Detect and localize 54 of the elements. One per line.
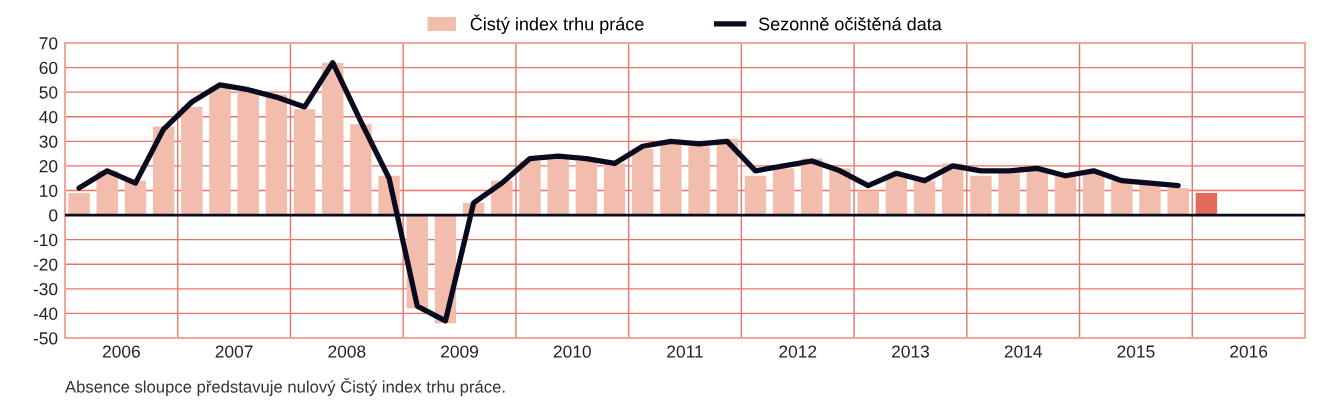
y-tick-label: 10	[40, 184, 58, 197]
bar	[1054, 175, 1077, 216]
x-tick-label: 2009	[441, 345, 479, 358]
y-tick-label: 60	[39, 61, 58, 75]
y-tick-label: 50	[39, 86, 58, 99]
bar	[970, 175, 992, 216]
legend-label: Sezonně očištěná data	[758, 16, 942, 31]
bar	[660, 143, 682, 216]
y-tick-label: -30	[33, 283, 58, 296]
x-tick-label: 2008	[328, 345, 366, 358]
x-tick-label: 2007	[215, 345, 253, 358]
y-tick-label: 30	[39, 135, 58, 148]
bar	[1167, 188, 1189, 216]
x-tick-label: 2016	[1230, 345, 1268, 358]
bar	[913, 180, 936, 216]
bar	[632, 148, 654, 216]
bar	[237, 92, 259, 216]
bar	[688, 146, 710, 216]
bar	[293, 109, 316, 216]
x-tick-label: 2015	[1117, 345, 1155, 358]
y-tick-label: 20	[39, 160, 58, 173]
y-tick-label: -10	[33, 233, 58, 247]
bar	[744, 175, 767, 216]
y-tick-label: 0	[49, 209, 58, 222]
x-tick-label: 2011	[667, 345, 703, 358]
bar	[209, 87, 231, 216]
bar	[603, 163, 626, 216]
bar	[181, 106, 203, 216]
x-tick-label: 2006	[102, 345, 140, 358]
bar	[998, 173, 1020, 216]
y-tick-label: 40	[39, 110, 58, 124]
x-tick-label: 2012	[779, 345, 817, 358]
bar	[772, 168, 795, 216]
x-tick-label: 2014	[1004, 345, 1042, 358]
y-tick-label: -50	[33, 332, 58, 345]
y-tick-label: -40	[33, 307, 58, 320]
bar	[1082, 173, 1105, 216]
bar	[265, 94, 288, 216]
bar	[1195, 192, 1218, 216]
x-tick-label: 2013	[892, 345, 929, 358]
bar	[322, 62, 344, 216]
y-tick-label: 70	[39, 37, 58, 50]
y-tick-label: -20	[33, 258, 58, 271]
bar	[68, 192, 90, 216]
bar	[857, 190, 879, 216]
x-tick-label: 2010	[553, 345, 591, 358]
legend-label: Čistý index trhu práce	[470, 14, 644, 34]
bar	[1111, 180, 1133, 216]
bar	[547, 158, 569, 216]
bar	[519, 161, 541, 216]
bar	[885, 175, 908, 216]
text: Absence sloupce představuje nulový Čistý index trhu práce.	[65, 377, 505, 397]
bar	[350, 124, 372, 216]
bar	[575, 161, 598, 216]
